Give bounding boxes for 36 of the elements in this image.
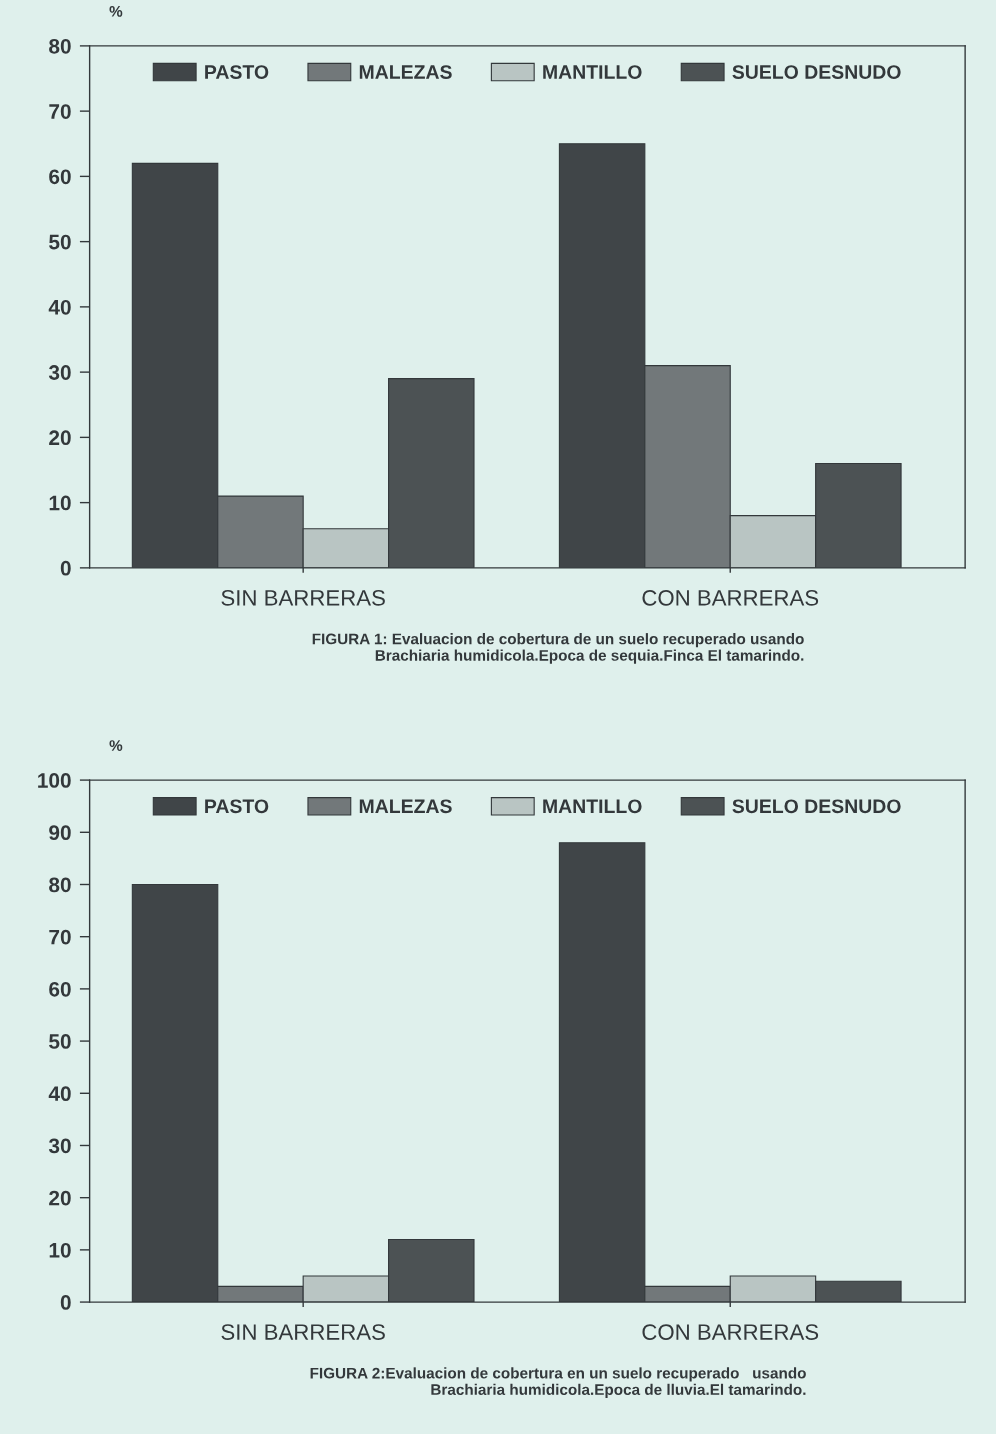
- y-tick-label: 80: [49, 38, 71, 54]
- legend-label: MALEZAS: [359, 65, 452, 79]
- y-tick-label: 70: [49, 929, 71, 945]
- x-tick-label: SIN BARRERAS: [221, 1324, 385, 1340]
- y-tick-label: 50: [49, 1034, 71, 1049]
- legend-label: MANTILLO: [543, 799, 642, 814]
- x-tick-label: CON BARRERAS: [642, 1324, 819, 1340]
- y-tick-label: 70: [49, 104, 71, 119]
- y-tick-label: 0: [60, 560, 71, 576]
- x-tick-label: CON BARRERAS: [642, 589, 819, 606]
- y-tick-label: 40: [48, 1086, 71, 1102]
- y-axis-title: %: [109, 5, 123, 17]
- text: FIGURA 1: Evaluacion de cobertura de un suelo recuperado usando Brachiaria humidicola.Epoca de sequia.Finca El tamarindo.: [312, 633, 804, 664]
- y-tick-label: 60: [49, 981, 71, 997]
- y-tick-label: 30: [48, 1138, 71, 1154]
- y-tick-label: 10: [49, 495, 71, 511]
- y-tick-label: 60: [49, 169, 71, 185]
- y-tick-label: 0: [60, 1295, 71, 1310]
- y-tick-label: 100: [38, 773, 71, 788]
- legend-label: MALEZAS: [359, 799, 452, 814]
- y-tick-label: 80: [49, 877, 71, 893]
- legend-label: MANTILLO: [543, 65, 642, 79]
- legend-label: PASTO: [205, 65, 269, 79]
- y-tick-label: 20: [49, 430, 71, 446]
- y-tick-label: 40: [48, 299, 71, 315]
- x-tick-label: SIN BARRERAS: [221, 589, 385, 606]
- y-tick-label: 20: [49, 1190, 71, 1206]
- y-tick-label: 50: [49, 234, 71, 250]
- y-tick-label: 10: [49, 1242, 71, 1258]
- legend-label: PASTO: [205, 799, 269, 814]
- legend-label: SUELO DESNUDO: [732, 799, 901, 814]
- y-tick-label: 90: [49, 825, 71, 841]
- y-tick-label: 30: [48, 365, 71, 380]
- legend-label: SUELO DESNUDO: [732, 65, 901, 79]
- y-axis-title: %: [109, 740, 123, 751]
- text: FIGURA 2:Evaluacion de cobertura en un suelo recuperado usando Brachiaria humidicola.Epoca de lluvia.El tamarindo.: [310, 1367, 806, 1399]
